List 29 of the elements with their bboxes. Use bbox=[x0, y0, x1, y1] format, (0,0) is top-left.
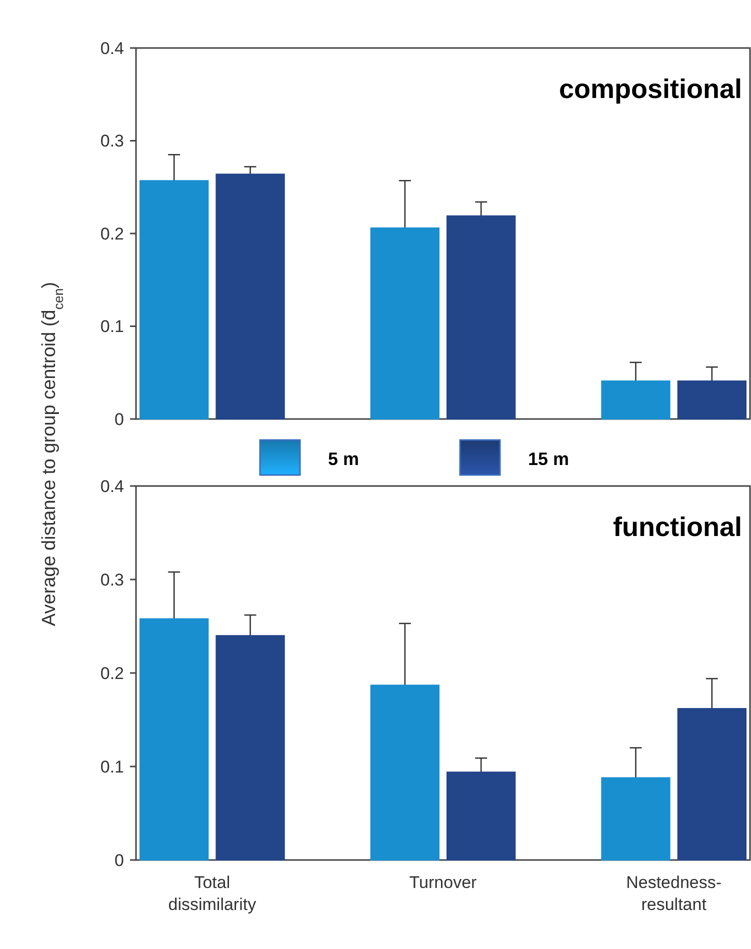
bar bbox=[677, 380, 746, 420]
y-tick-label: 0.1 bbox=[100, 317, 124, 336]
bar bbox=[140, 180, 209, 420]
y-tick-label: 0.2 bbox=[100, 224, 124, 244]
y-tick-label: 0 bbox=[114, 850, 124, 870]
bar bbox=[601, 777, 670, 860]
x-tick-label: Nestedness-resultant bbox=[626, 873, 722, 914]
y-tick-label: 0 bbox=[114, 410, 124, 429]
bar bbox=[446, 772, 516, 860]
bar bbox=[601, 380, 670, 420]
x-tick-label: Total dissimilarity bbox=[168, 873, 257, 914]
legend-label: 15 m bbox=[528, 449, 570, 469]
bar bbox=[370, 684, 440, 860]
bar bbox=[216, 174, 285, 420]
x-tick-label: Turnover bbox=[409, 873, 478, 892]
y-tick-label: 0.3 bbox=[100, 132, 124, 151]
y-tick-label: 0.4 bbox=[100, 476, 124, 496]
y-tick-label: 0.2 bbox=[100, 664, 124, 683]
text: compositional bbox=[558, 74, 742, 104]
legend-label: 5 m bbox=[328, 449, 360, 469]
bar bbox=[446, 215, 516, 420]
bar bbox=[140, 618, 209, 860]
bar bbox=[370, 227, 440, 420]
y-tick-label: 0.4 bbox=[100, 38, 124, 58]
bar bbox=[216, 635, 285, 860]
y-tick-label: 0.1 bbox=[100, 757, 124, 776]
y-tick-label: 0.3 bbox=[100, 570, 124, 590]
text: functional bbox=[613, 512, 742, 542]
bar bbox=[677, 708, 746, 860]
